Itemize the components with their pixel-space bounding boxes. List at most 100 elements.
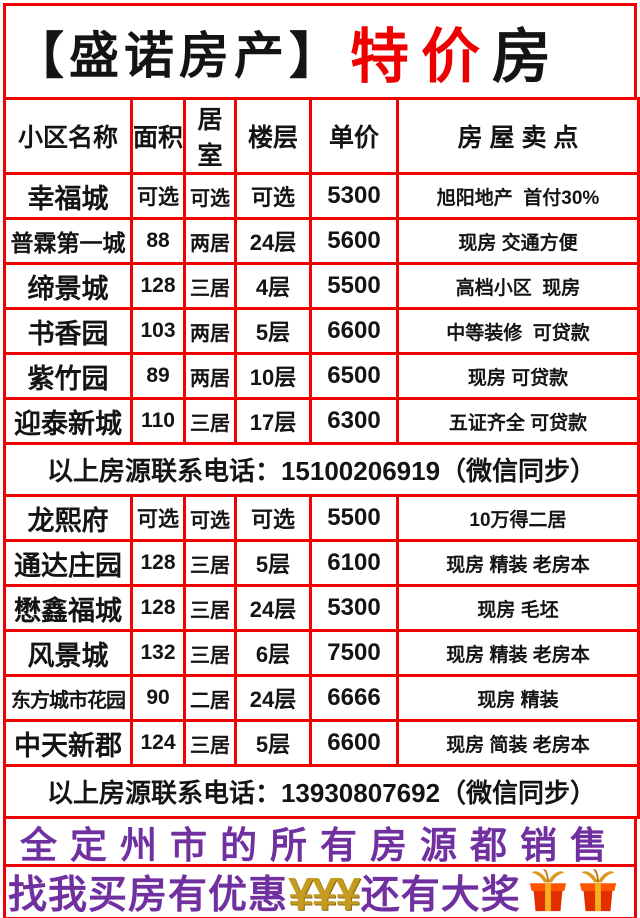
cell-rooms: 三居 xyxy=(183,539,237,587)
cell-price: 5500 xyxy=(309,494,399,542)
cell-area: 128 xyxy=(130,262,186,310)
gift-icon xyxy=(579,868,616,912)
cell-floor: 24层 xyxy=(234,674,312,722)
cell-rooms: 三居 xyxy=(183,262,237,310)
col-header-price: 单价 xyxy=(309,97,399,175)
cell-rooms: 三居 xyxy=(183,584,237,632)
table-row: 风景城 132 三居 6层 7500 现房 精装 老房本 xyxy=(3,629,640,677)
table-row: 东方城市花园 90 二居 24层 6666 现房 精装 xyxy=(3,674,640,722)
cell-price: 5300 xyxy=(309,172,399,220)
cell-floor: 24层 xyxy=(234,217,312,265)
cell-selling: 现房 可贷款 xyxy=(396,352,640,400)
cell-rooms: 三居 xyxy=(183,629,237,677)
cell-price: 5500 xyxy=(309,262,399,310)
cell-name: 普霖第一城 xyxy=(3,217,133,265)
contact-row-1: 以上房源联系电话：15100206919（微信同步） xyxy=(3,442,640,497)
cell-area: 89 xyxy=(130,352,186,400)
cell-rooms: 两居 xyxy=(183,307,237,355)
cell-area: 可选 xyxy=(130,494,186,542)
poster-title: 【盛诺房产】 特价 房 xyxy=(3,3,637,100)
cell-rooms: 三居 xyxy=(183,719,237,767)
cell-area: 132 xyxy=(130,629,186,677)
cell-price: 5300 xyxy=(309,584,399,632)
cell-name: 紫竹园 xyxy=(3,352,133,400)
cell-selling: 10万得二居 xyxy=(396,494,640,542)
cell-name: 懋鑫福城 xyxy=(3,584,133,632)
col-header-selling-points: 房 屋 卖 点 xyxy=(396,97,640,175)
cell-price: 6666 xyxy=(309,674,399,722)
table-row: 幸福城 可选 可选 可选 5300 旭阳地产 首付30% xyxy=(3,172,640,220)
cell-price: 6300 xyxy=(309,397,399,445)
cell-name: 风景城 xyxy=(3,629,133,677)
cell-area: 可选 xyxy=(130,172,186,220)
footer-banner-discount: 找我买房有优惠 ¥¥¥ 还有大奖 xyxy=(3,864,637,918)
cell-rooms: 三居 xyxy=(183,397,237,445)
cell-floor: 24层 xyxy=(234,584,312,632)
cell-floor: 可选 xyxy=(234,494,312,542)
cell-floor: 5层 xyxy=(234,307,312,355)
cell-name: 书香园 xyxy=(3,307,133,355)
special-price-title: 特价 xyxy=(350,24,493,90)
cell-price: 7500 xyxy=(309,629,399,677)
cell-price: 5600 xyxy=(309,217,399,265)
col-header-rooms: 居室 xyxy=(183,97,237,175)
prize-text: 还有大奖 xyxy=(360,874,521,917)
cell-selling: 五证齐全 可贷款 xyxy=(396,397,640,445)
cell-rooms: 可选 xyxy=(183,172,237,220)
cell-selling: 现房 简装 老房本 xyxy=(396,719,640,767)
cell-selling: 现房 精装 老房本 xyxy=(396,539,640,587)
cell-name: 中天新郡 xyxy=(3,719,133,767)
table-row: 龙熙府 可选 可选 可选 5500 10万得二居 xyxy=(3,494,640,542)
cell-price: 6600 xyxy=(309,719,399,767)
contact-phone-1: 以上房源联系电话：15100206919（微信同步） xyxy=(3,442,640,497)
table-row: 书香园 103 两居 5层 6600 中等装修 可贷款 xyxy=(3,307,640,355)
cell-selling: 现房 精装 老房本 xyxy=(396,629,640,677)
cell-selling: 高档小区 现房 xyxy=(396,262,640,310)
cell-area: 128 xyxy=(130,584,186,632)
cell-price: 6100 xyxy=(309,539,399,587)
contact-phone-2: 以上房源联系电话：13930807692（微信同步） xyxy=(3,764,640,819)
cell-name: 通达庄园 xyxy=(3,539,133,587)
cell-price: 6600 xyxy=(309,307,399,355)
cell-name: 东方城市花园 xyxy=(3,674,133,722)
col-header-area: 面积 xyxy=(130,97,186,175)
table-row: 通达庄园 128 三居 5层 6100 现房 精装 老房本 xyxy=(3,539,640,587)
cell-rooms: 两居 xyxy=(183,352,237,400)
cell-name: 幸福城 xyxy=(3,172,133,220)
discount-text: 找我买房有优惠 xyxy=(8,874,289,917)
cell-selling: 旭阳地产 首付30% xyxy=(396,172,640,220)
cell-selling: 现房 精装 xyxy=(396,674,640,722)
cell-name: 缔景城 xyxy=(3,262,133,310)
yen-symbols: ¥¥¥ xyxy=(288,868,361,918)
cell-name: 迎泰新城 xyxy=(3,397,133,445)
cell-area: 128 xyxy=(130,539,186,587)
table-row: 迎泰新城 110 三居 17层 6300 五证齐全 可贷款 xyxy=(3,397,640,445)
gift-icon xyxy=(529,868,566,912)
cell-floor: 4层 xyxy=(234,262,312,310)
cell-name: 龙熙府 xyxy=(3,494,133,542)
cell-floor: 17层 xyxy=(234,397,312,445)
cell-floor: 10层 xyxy=(234,352,312,400)
table-row: 中天新郡 124 三居 5层 6600 现房 简装 老房本 xyxy=(3,719,640,767)
special-price-title-suffix: 房 xyxy=(492,24,552,90)
table-row: 普霖第一城 88 两居 24层 5600 现房 交通方便 xyxy=(3,217,640,265)
cell-selling: 中等装修 可贷款 xyxy=(396,307,640,355)
table-row: 缔景城 128 三居 4层 5500 高档小区 现房 xyxy=(3,262,640,310)
cell-area: 88 xyxy=(130,217,186,265)
cell-area: 90 xyxy=(130,674,186,722)
table-header-row: 小区名称 面积 居室 楼层 单价 房 屋 卖 点 xyxy=(3,97,640,175)
col-header-community: 小区名称 xyxy=(3,97,133,175)
col-header-floor: 楼层 xyxy=(234,97,312,175)
cell-floor: 6层 xyxy=(234,629,312,677)
cell-rooms: 可选 xyxy=(183,494,237,542)
cell-selling: 现房 交通方便 xyxy=(396,217,640,265)
listings-table: 小区名称 面积 居室 楼层 单价 房 屋 卖 点 幸福城 可选 可选 可选 5300 旭阳… xyxy=(3,97,640,819)
table-row: 紫竹园 89 两居 10层 6500 现房 可贷款 xyxy=(3,352,640,400)
cell-price: 6500 xyxy=(309,352,399,400)
cell-area: 124 xyxy=(130,719,186,767)
cell-rooms: 两居 xyxy=(183,217,237,265)
cell-floor: 5层 xyxy=(234,539,312,587)
brand-title: 【盛诺房产】 xyxy=(14,27,344,84)
cell-area: 103 xyxy=(130,307,186,355)
